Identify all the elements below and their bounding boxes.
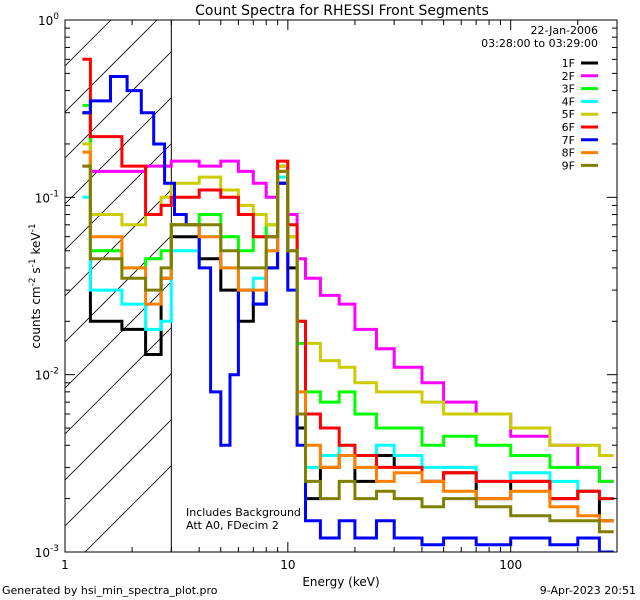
y-tick-label: 10-2 [35,367,59,383]
hatch-line [65,20,66,21]
series-line-8f [82,150,614,523]
series-line-1f [82,111,614,523]
hatch-line [65,373,172,481]
hatch-line [65,51,172,159]
x-axis: 1 10 100 [61,20,618,572]
hatch-line [84,465,172,552]
hatch-line [65,327,172,435]
hatch-line [65,143,172,251]
legend-label-3f: 3F [562,83,575,96]
hatch-line [65,281,172,389]
legend-label-2f: 2F [562,70,575,83]
x-axis-label: Energy (keV) [302,575,379,589]
legend-label-5f: 5F [562,108,575,121]
hatch-line [65,419,172,527]
hatch-line [65,20,112,67]
annotation-attenuator: Att A0, FDecim 2 [186,519,279,532]
hatched-region [65,20,172,552]
date-label: 22-Jan-2006 [531,24,599,37]
y-axis-label: counts cm-2 s-1 keV-1 [28,223,43,348]
chart-title: Count Spectra for RHESSI Front Segments [195,3,489,19]
hatch-line [65,20,158,113]
y-tick-label: 10-1 [35,189,59,205]
legend-label-8f: 8F [562,147,575,160]
legend-label-1f: 1F [562,57,575,70]
time-range-label: 03:28:00 to 03:29:00 [481,37,598,50]
timestamp-label: 9-Apr-2023 20:51 [540,584,636,597]
series-layer [82,57,614,552]
legend-label-6f: 6F [562,121,575,134]
x-tick-label: 1 [61,558,69,572]
legend-label-4f: 4F [562,95,575,108]
hatch-line [65,97,172,205]
x-tick-label: 100 [499,558,522,572]
x-tick-label: 10 [280,558,295,572]
y-tick-label: 100 [38,12,59,28]
y-tick-label: 10-3 [35,544,59,560]
legend-label-7f: 7F [562,134,575,147]
generated-by-label: Generated by hsi_min_spectra_plot.pro [2,584,218,597]
legend-label-9f: 9F [562,159,575,172]
plot-frame [64,19,618,553]
hatch-line [65,189,172,297]
annotation-background: Includes Background [186,506,301,519]
series-line-9f [82,164,614,534]
y-axis: 10-3 10-2 10-1 100 [35,12,617,560]
